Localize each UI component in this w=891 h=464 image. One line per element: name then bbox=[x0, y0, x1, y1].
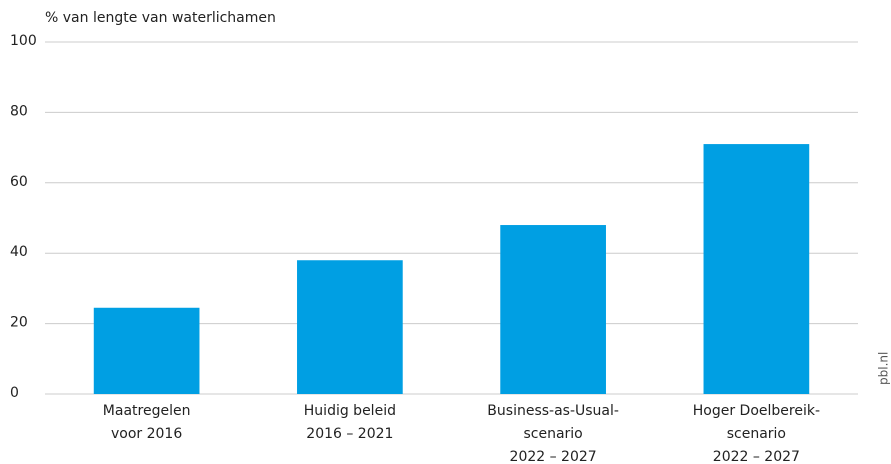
x-tick-label: scenario bbox=[523, 426, 582, 442]
source: pbl.nl bbox=[877, 352, 891, 385]
bar bbox=[297, 260, 403, 394]
y-tick-label: 20 bbox=[10, 315, 28, 331]
y-tick-label: 100 bbox=[10, 33, 37, 49]
bar bbox=[93, 307, 200, 394]
y-tick-label: 0 bbox=[10, 385, 19, 401]
x-tick-label: voor 2016 bbox=[111, 426, 182, 442]
x-tick-label: Maatregelen bbox=[103, 403, 191, 419]
x-tick-label: 2022 – 2027 bbox=[713, 449, 800, 464]
y-tick-label: 40 bbox=[10, 244, 28, 260]
x-tick-label: 2016 – 2021 bbox=[306, 426, 393, 442]
x-tick-label: Business-as-Usual- bbox=[487, 403, 619, 419]
x-tick-label: Hoger Doelbereik- bbox=[693, 403, 820, 419]
x-tick-label: Huidig beleid bbox=[304, 403, 396, 419]
bar bbox=[500, 225, 606, 394]
x-tick-label: 2022 – 2027 bbox=[510, 449, 597, 464]
x-tick-label: scenario bbox=[727, 426, 786, 442]
y-axis-label: % van lengte van waterlichamen bbox=[45, 10, 276, 26]
bar bbox=[703, 144, 810, 394]
y-tick-label: 60 bbox=[10, 174, 28, 190]
y-tick-label: 80 bbox=[10, 103, 28, 119]
